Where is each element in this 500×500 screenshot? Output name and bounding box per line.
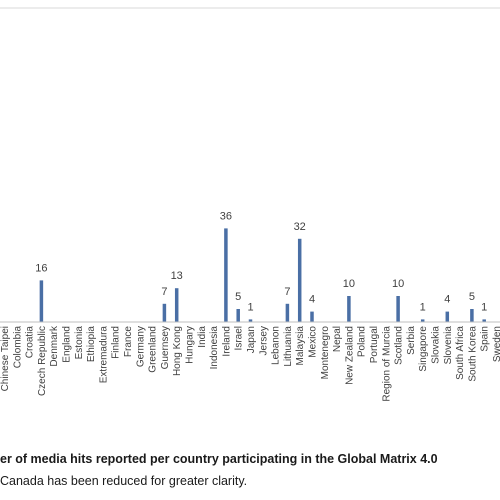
tick-label-singapore: Singapore bbox=[418, 326, 429, 372]
tick-label-nepal: Nepal bbox=[332, 326, 343, 352]
data-label-new-zealand: 10 bbox=[343, 278, 355, 290]
tick-label-france: France bbox=[123, 326, 134, 358]
bar-south-korea bbox=[470, 309, 474, 322]
tick-label-indonesia: Indonesia bbox=[209, 326, 220, 370]
tick-label-hong-kong: Hong Kong bbox=[172, 326, 183, 376]
data-label-ireland: 36 bbox=[220, 210, 232, 222]
tick-label-portugal: Portugal bbox=[369, 326, 380, 363]
tick-label-guernsey: Guernsey bbox=[160, 326, 171, 369]
tick-label-croatia: Croatia bbox=[25, 326, 36, 359]
data-label-mexico: 4 bbox=[309, 294, 315, 306]
bar-japan bbox=[248, 319, 253, 322]
tick-label-scotland: Scotland bbox=[394, 326, 405, 365]
tick-label-south-korea: South Korea bbox=[467, 326, 478, 382]
bar-new-zealand bbox=[347, 296, 351, 322]
bar-ireland bbox=[224, 228, 228, 322]
tick-label-south-africa: South Africa bbox=[455, 326, 466, 380]
tick-label-estonia: Estonia bbox=[74, 326, 85, 360]
tick-label-lebanon: Lebanon bbox=[271, 326, 282, 365]
tick-label-chinese-taipei: Chinese Taipei bbox=[0, 326, 11, 391]
tick-label-england: England bbox=[62, 326, 73, 363]
data-label-guernsey: 7 bbox=[161, 286, 167, 298]
tick-label-japan: Japan bbox=[246, 326, 257, 353]
tick-label-jersey: Jersey bbox=[258, 326, 269, 355]
tick-label-lithuania: Lithuania bbox=[283, 326, 294, 367]
tick-label-hungary: Hungary bbox=[185, 326, 196, 364]
tick-label-malaysia: Malaysia bbox=[295, 326, 306, 366]
tick-label-ireland: Ireland bbox=[221, 326, 232, 357]
tick-label-poland: Poland bbox=[357, 326, 368, 357]
tick-label-denmark: Denmark bbox=[49, 325, 60, 367]
tick-label-spain: Spain bbox=[480, 326, 491, 352]
bar-czech-republic bbox=[39, 280, 44, 322]
tick-label-ethiopia: Ethiopia bbox=[86, 326, 97, 363]
tick-label-czech-republic: Czech Republic bbox=[37, 326, 48, 396]
bar-slovenia bbox=[445, 311, 450, 322]
tick-label-new-zealand: New Zealand bbox=[344, 326, 355, 385]
bar-lithuania bbox=[285, 303, 290, 322]
figure-caption-note: Canada has been reduced for greater clar… bbox=[0, 474, 248, 488]
bars-group bbox=[39, 228, 486, 322]
bar-hong-kong bbox=[174, 288, 179, 322]
bar-spain bbox=[482, 319, 486, 322]
bar-mexico bbox=[310, 311, 314, 322]
bar-guernsey bbox=[162, 303, 167, 322]
tick-label-slovakia: Slovakia bbox=[431, 326, 442, 364]
data-label-singapore: 1 bbox=[420, 301, 426, 313]
data-label-slovenia: 4 bbox=[444, 294, 450, 306]
figure-caption-title: er of media hits reported per country pa… bbox=[0, 452, 438, 466]
data-label-south-korea: 5 bbox=[469, 291, 475, 303]
data-label-malaysia: 32 bbox=[294, 221, 306, 233]
data-label-israel: 5 bbox=[235, 291, 241, 303]
tick-label-finland: Finland bbox=[111, 326, 122, 359]
tick-label-extremadura: Extremadura bbox=[98, 326, 109, 384]
tick-label-india: India bbox=[197, 326, 208, 348]
bar-israel bbox=[236, 309, 240, 322]
data-label-spain: 1 bbox=[481, 301, 487, 313]
tick-label-mexico: Mexico bbox=[308, 326, 319, 358]
tick-label-germany: Germany bbox=[135, 326, 146, 367]
tick-label-serbia: Serbia bbox=[406, 326, 417, 355]
data-label-japan: 1 bbox=[247, 301, 253, 313]
x-tick-labels-group: Chinese Taipei Colombia Croatia Czech Repub… bbox=[0, 325, 500, 402]
data-label-lithuania: 7 bbox=[284, 286, 290, 298]
data-label-scotland: 10 bbox=[392, 278, 404, 290]
bar-malaysia bbox=[297, 238, 302, 322]
bar-scotland bbox=[396, 296, 400, 322]
tick-label-colombia: Colombia bbox=[12, 326, 23, 369]
tick-label-region-of-murcia: Region of Murcia bbox=[381, 326, 392, 402]
tick-label-slovenia: Slovenia bbox=[443, 326, 454, 365]
tick-label-greenland: Greenland bbox=[148, 326, 159, 373]
tick-label-israel: Israel bbox=[234, 326, 245, 350]
tick-label-montenegro: Montenegro bbox=[320, 326, 331, 380]
data-label-czech-republic: 16 bbox=[35, 262, 47, 274]
tick-label-sweden: Sweden bbox=[492, 326, 500, 362]
bar-singapore bbox=[420, 319, 425, 322]
data-label-hong-kong: 13 bbox=[171, 270, 183, 282]
